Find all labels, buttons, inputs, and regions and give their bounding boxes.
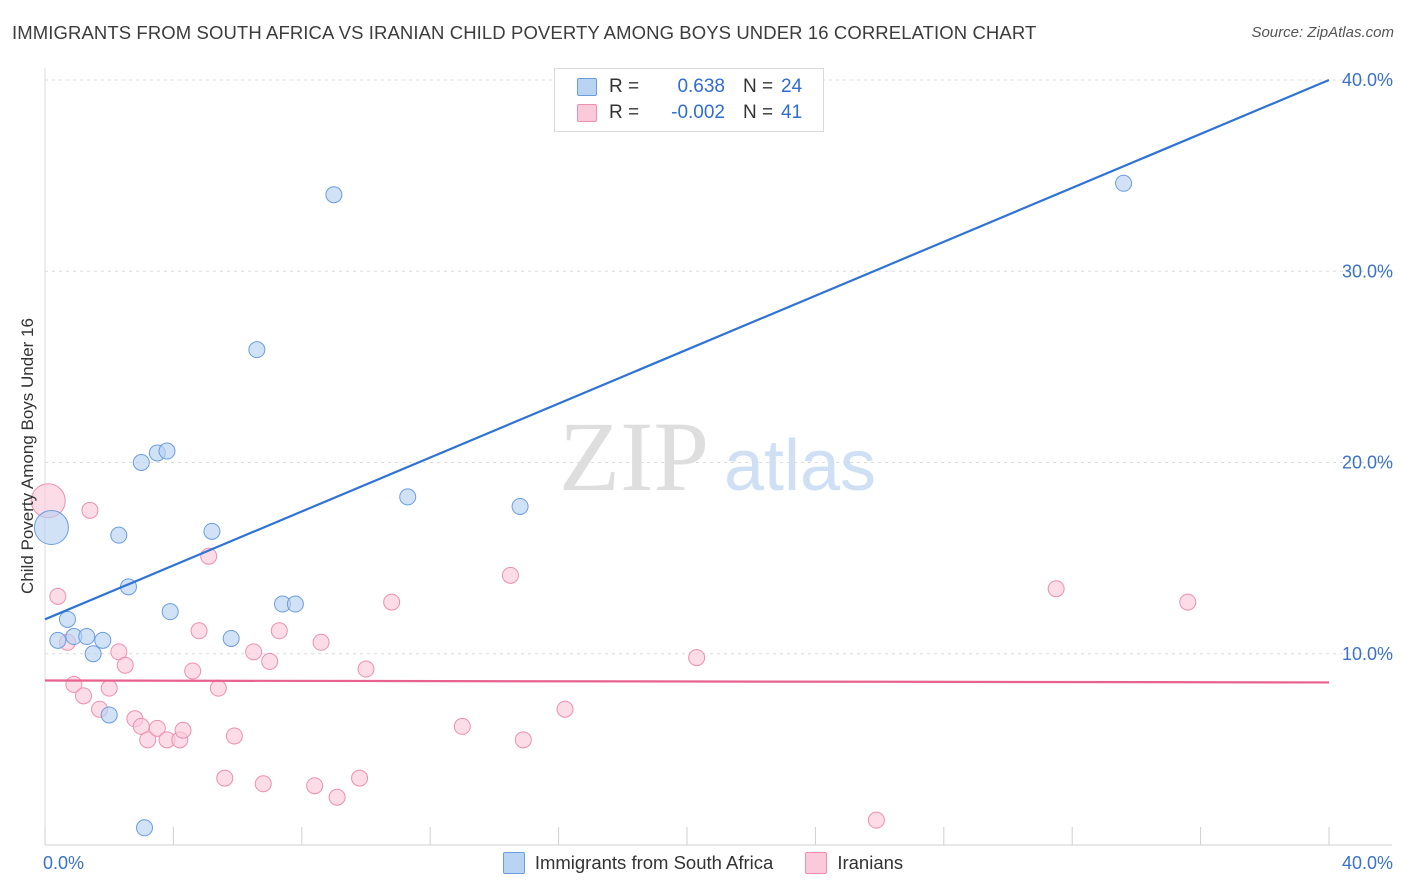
y-tick-label: 30.0% (1342, 261, 1393, 281)
legend-swatch-pink (805, 852, 828, 874)
iranians-point (209, 679, 227, 697)
iranians-point (254, 775, 272, 793)
iranians-point (328, 788, 346, 806)
south-africa-point (132, 454, 150, 471)
iranians-point (688, 649, 706, 667)
tick-labels: 10.0% 20.0% 30.0% 40.0% 0.0% 40.0% (43, 70, 1393, 873)
y-tick-label: 10.0% (1342, 644, 1393, 664)
iranians-trend-line (44, 679, 1330, 684)
iranians-point (867, 811, 885, 829)
legend-row-iranians: R = -0.002 N = 41 (577, 100, 802, 126)
south-africa-point (325, 186, 343, 204)
iranians-point (1047, 580, 1065, 598)
iranians-point (225, 727, 243, 745)
legend-swatch-blue (577, 78, 597, 96)
south-africa-point (100, 706, 118, 724)
trend-lines (44, 78, 1330, 684)
legend-r-value: 0.638 (677, 76, 725, 97)
south-africa-point (49, 631, 67, 649)
legend-row-south-africa: R = 0.638 N = 24 (577, 74, 802, 100)
south-africa-point (58, 610, 76, 628)
correlation-legend: R = 0.638 N = 24 R = -0.002 N = 41 (554, 68, 824, 132)
south-africa-trend-line (44, 78, 1330, 621)
iranians-point (357, 660, 375, 678)
south-africa-point (161, 603, 179, 621)
south-africa-point (94, 631, 112, 649)
legend-n-label: N = (743, 102, 774, 123)
south-africa-points (33, 174, 1133, 837)
iranians-point (245, 643, 263, 661)
legend-n-value: 24 (781, 76, 803, 97)
iranians-point (81, 501, 99, 519)
south-africa-point (203, 522, 221, 540)
y-axis-label: Child Poverty Among Boys Under 16 (18, 318, 37, 594)
south-africa-point (158, 442, 176, 460)
iranians-point (116, 656, 134, 674)
legend-label-south-africa: Immigrants from South Africa (534, 852, 774, 873)
legend-item-south-africa[interactable]: Immigrants from South Africa (502, 852, 774, 874)
axes (44, 68, 1392, 846)
x-tick-label: 40.0% (1342, 853, 1393, 873)
iranians-point (216, 769, 234, 787)
south-africa-point (33, 510, 69, 546)
x-tick-label: 0.0% (43, 853, 84, 873)
south-africa-point (84, 645, 102, 663)
legend-n-value: 41 (781, 102, 803, 123)
south-africa-point (110, 526, 128, 544)
iranians-point (261, 652, 279, 670)
chart-title: IMMIGRANTS FROM SOUTH AFRICA VS IRANIAN … (12, 22, 1037, 43)
iranians-point (351, 769, 369, 787)
legend-item-iranians[interactable]: Iranians (805, 852, 903, 874)
south-africa-point (222, 629, 240, 647)
series-legend: Immigrants from South Africa Iranians (0, 852, 1406, 874)
south-africa-point (136, 819, 154, 837)
legend-label-iranians: Iranians (837, 852, 904, 873)
iranians-point (184, 662, 202, 680)
iranians-point (49, 587, 67, 605)
source-credit: Source: ZipAtlas.com (1251, 24, 1394, 41)
iranians-point (148, 719, 166, 737)
south-africa-point (399, 488, 417, 506)
south-africa-point (248, 341, 266, 359)
south-africa-point (286, 595, 304, 613)
iranians-point (453, 717, 471, 735)
south-africa-point (511, 497, 529, 515)
iranians-point (556, 700, 574, 718)
iranians-point (100, 679, 118, 697)
iranians-point (306, 777, 324, 795)
legend-n-label: N = (743, 76, 774, 97)
watermark: ZIP atlas (559, 401, 876, 512)
iranians-point (383, 593, 401, 611)
legend-r-label: R = (609, 102, 640, 123)
iranians-point (190, 622, 208, 640)
iranians-point (514, 731, 532, 749)
legend-r-value: -0.002 (671, 102, 725, 123)
watermark-atlas: atlas (724, 426, 876, 506)
iranians-point (75, 687, 93, 705)
y-tick-label: 40.0% (1342, 70, 1393, 90)
iranians-point (312, 633, 330, 651)
watermark-zip: ZIP (559, 401, 709, 512)
gridlines (45, 79, 1392, 655)
south-africa-point (78, 628, 96, 646)
legend-swatch-blue (502, 852, 525, 874)
iranians-point (501, 566, 519, 584)
legend-swatch-pink (577, 104, 597, 122)
iranians-points (30, 483, 1197, 829)
iranians-point (174, 721, 192, 739)
iranians-point (1179, 593, 1197, 611)
south-africa-point (1115, 174, 1133, 192)
y-tick-label: 20.0% (1342, 453, 1393, 473)
legend-r-label: R = (609, 76, 640, 97)
iranians-point (270, 622, 288, 640)
iranians-point (139, 731, 157, 749)
